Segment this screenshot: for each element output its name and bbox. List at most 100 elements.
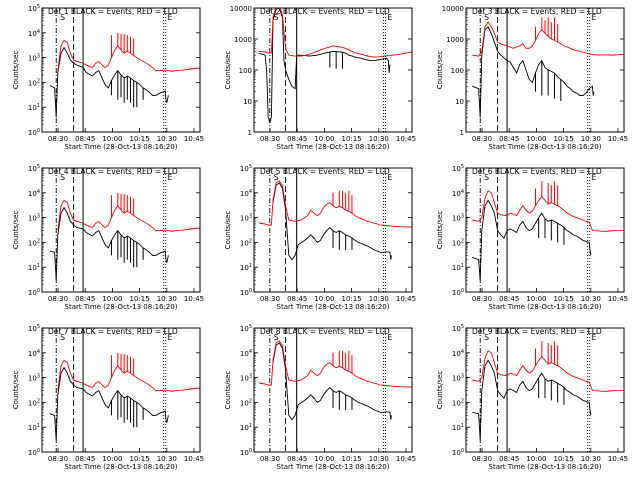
events-series-line (472, 25, 595, 118)
end-marker-label: E (388, 333, 393, 342)
lld-series-line (57, 359, 200, 392)
y-tick-label: 101 (452, 423, 464, 432)
y-tick-label: 1 (248, 129, 252, 137)
x-tick-label: 08:45 (499, 135, 519, 143)
end-marker-label: E (168, 13, 173, 22)
detector-panel-8: Det 8 BLACK = Events, RED = LLD 100 101 102… (224, 324, 416, 471)
lld-series-line (258, 8, 412, 58)
panel-title: Det 7 BLACK = Events, RED = LLD (48, 327, 178, 336)
y-axis-label: Counts/sec (436, 211, 444, 250)
x-tick-label: 10:00 (314, 295, 334, 303)
y-tick-label: 100 (240, 288, 252, 297)
y-tick-label: 103 (452, 374, 464, 383)
data-layer (49, 328, 200, 452)
x-axis-label: Start Time (28-Oct-13 08:16:20) (65, 303, 178, 311)
x-tick-label: 10:15 (342, 295, 362, 303)
y-tick-label: 102 (452, 398, 464, 407)
y-tick-label: 104 (28, 29, 40, 38)
end-marker-label: E (592, 173, 597, 182)
lld-series-line (258, 180, 412, 228)
y-tick-label: 100 (452, 448, 464, 457)
events-series-line (472, 359, 592, 441)
events-series-line (49, 366, 169, 441)
y-tick-label: 104 (452, 349, 464, 358)
x-axis-label: Start Time (28-Oct-13 08:16:20) (277, 143, 390, 151)
y-axis-label: Counts/sec (436, 51, 444, 90)
data-layer (472, 8, 624, 132)
x-tick-label: 10:45 (396, 455, 416, 463)
y-tick-label: 105 (240, 164, 252, 173)
x-tick-label: 10:30 (369, 455, 389, 463)
end-marker-label: E (592, 13, 597, 22)
detector-panel-7: Det 7 BLACK = Events, RED = LLD 100 101 102… (12, 324, 204, 471)
plot-frame (41, 167, 201, 293)
x-tick-label: 10:15 (130, 295, 150, 303)
plot-frame (465, 7, 625, 133)
panel-title: Det 4 BLACK = Events, RED = LLD (48, 167, 178, 176)
plot-frame (41, 327, 201, 453)
y-tick-label: 10000 (442, 5, 464, 13)
y-tick-label: 104 (240, 189, 252, 198)
x-tick-label: 10:45 (396, 295, 416, 303)
x-tick-label: 10:45 (396, 135, 416, 143)
x-tick-label: 10:00 (102, 295, 122, 303)
detector-panel-1: Det 1 BLACK = Events, RED = LLD 100 101 102… (12, 4, 204, 151)
end-marker-label: E (388, 173, 393, 182)
x-axis-label: Start Time (28-Oct-13 08:16:20) (65, 143, 178, 151)
y-tick-label: 104 (452, 189, 464, 198)
x-tick-label: 10:30 (157, 295, 177, 303)
events-series-line (258, 8, 391, 125)
y-tick-label: 104 (240, 349, 252, 358)
data-layer (258, 328, 412, 452)
detector-panel-6: Det 6 BLACK = Events, RED = LLD 100 101 102… (436, 164, 628, 311)
y-tick-label: 100 (28, 128, 40, 137)
x-tick-label: 10:00 (526, 135, 546, 143)
y-tick-label: 105 (240, 324, 252, 333)
detector-panel-3: Det 3 BLACK = Events, RED = LLD 1 10 100 100… (436, 5, 628, 151)
x-tick-label: 08:45 (287, 135, 307, 143)
y-tick-label: 1 (460, 129, 464, 137)
panel-title: Det 6 BLACK = Events, RED = LLD (472, 167, 602, 176)
y-tick-label: 101 (28, 263, 40, 272)
x-tick-label: 10:45 (184, 295, 204, 303)
events-series-line (272, 182, 392, 261)
x-tick-label: 08:30 (48, 455, 68, 463)
y-tick-label: 104 (28, 189, 40, 198)
x-tick-label: 08:30 (260, 135, 280, 143)
start-marker-label: S (274, 13, 279, 22)
y-tick-label: 105 (452, 324, 464, 333)
x-tick-label: 10:15 (130, 135, 150, 143)
y-tick-label: 102 (240, 238, 252, 247)
y-tick-label: 102 (28, 398, 40, 407)
y-axis-label: Counts/sec (12, 51, 20, 90)
start-marker-label: S (60, 13, 65, 22)
plot-frame (253, 7, 413, 133)
y-tick-label: 103 (452, 214, 464, 223)
x-tick-label: 10:00 (102, 135, 122, 143)
x-axis-label: Start Time (28-Oct-13 08:16:20) (277, 463, 390, 471)
x-tick-label: 10:00 (526, 295, 546, 303)
y-tick-label: 1000 (234, 36, 252, 44)
x-tick-label: 10:30 (157, 455, 177, 463)
y-tick-label: 105 (452, 164, 464, 173)
panel-title: Det 1 BLACK = Events, RED = LLD (48, 7, 178, 16)
start-marker-label: S (484, 333, 489, 342)
y-tick-label: 105 (28, 164, 40, 173)
y-axis-label: Counts/sec (436, 371, 444, 410)
events-series-line (49, 206, 169, 281)
y-tick-label: 100 (240, 448, 252, 457)
x-tick-label: 10:15 (554, 455, 574, 463)
detector-panel-4: Det 4 BLACK = Events, RED = LLD 100 101 102… (12, 164, 204, 311)
x-tick-label: 08:30 (472, 135, 492, 143)
lld-series-line (57, 199, 200, 232)
y-axis-label: Counts/sec (12, 211, 20, 250)
plot-frame (465, 327, 625, 453)
lld-series-line (472, 21, 624, 57)
lld-series-line (472, 190, 624, 232)
plot-frame (253, 167, 413, 293)
start-marker-label: S (60, 333, 65, 342)
y-tick-label: 103 (28, 374, 40, 383)
y-tick-label: 105 (28, 4, 40, 13)
x-tick-label: 10:15 (130, 455, 150, 463)
